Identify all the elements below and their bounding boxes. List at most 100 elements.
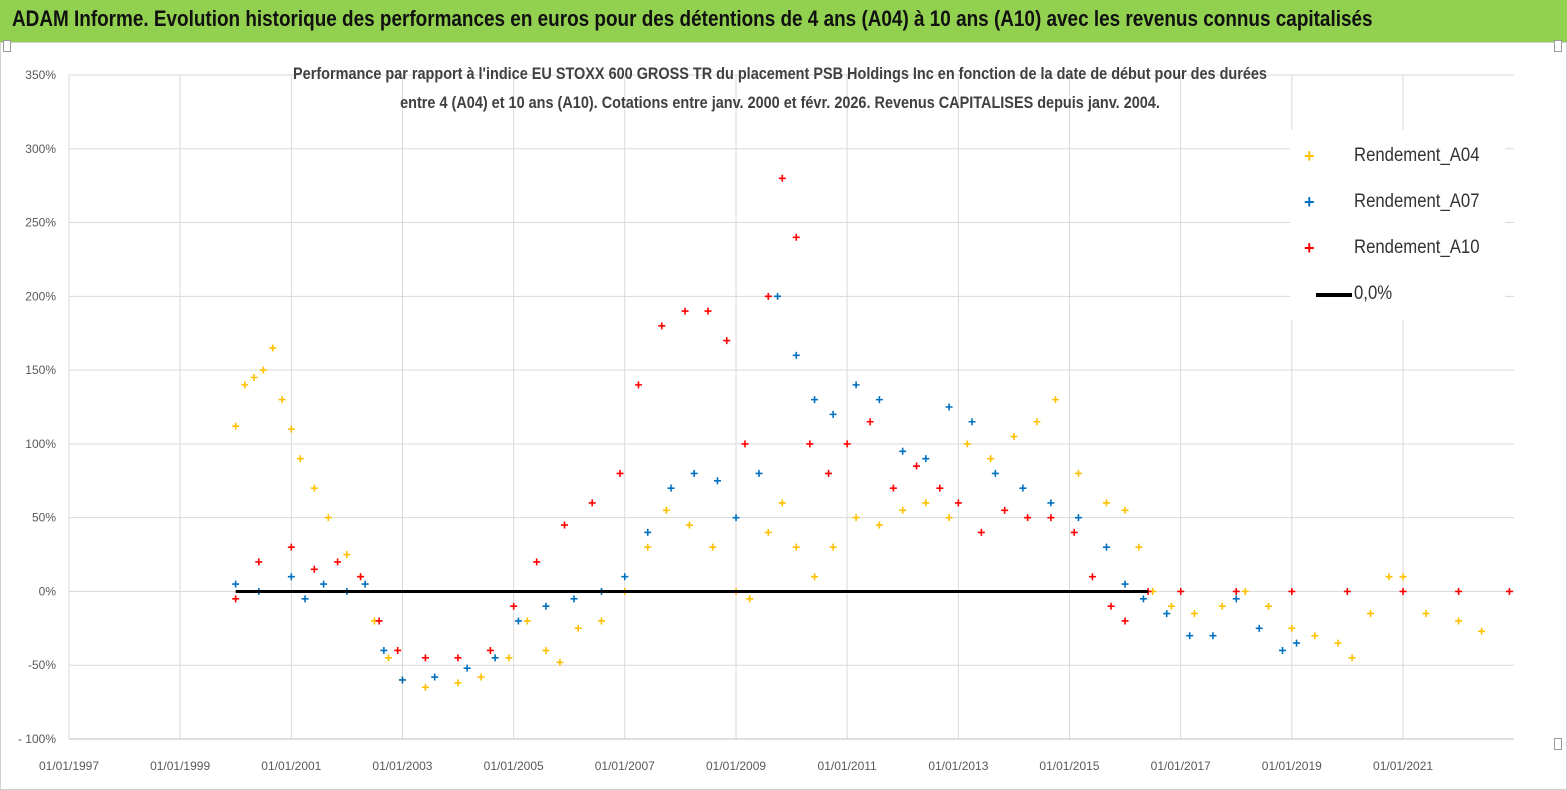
chart-subtitle-line-1: Performance par rapport à l'indice EU ST… [293,64,1267,83]
data-point [811,396,819,404]
data-point [384,654,392,662]
data-point [394,646,402,654]
data-point [1070,528,1078,536]
x-tick-label: 01/01/2001 [261,759,321,773]
data-point [723,337,731,345]
data-point [1121,617,1129,625]
data-point [713,477,721,485]
data-point [792,233,800,241]
chart-resize-handle-top-right[interactable] [1554,40,1562,52]
y-tick-label: 100% [25,437,56,451]
data-point [866,418,874,426]
data-point [523,617,531,625]
chart-resize-handle-top-left[interactable] [3,40,11,52]
data-point [746,595,754,603]
data-point [922,455,930,463]
y-tick-label: 250% [25,216,56,230]
data-point [945,403,953,411]
data-point [811,573,819,581]
x-tick-label: 01/01/2021 [1373,759,1433,773]
data-point [1241,587,1249,595]
data-point [1255,624,1263,632]
y-tick-label: -50% [28,658,56,672]
data-point [320,580,328,588]
data-point [1478,627,1486,635]
data-point [1121,580,1129,588]
y-tick-label: - 100% [18,732,56,746]
chart-resize-handle-bottom-right[interactable] [1554,738,1562,750]
data-point [398,676,406,684]
data-point [1455,587,1463,595]
data-point [255,558,263,566]
data-point [241,381,249,389]
data-point [667,484,675,492]
legend-label-a07: Rendement_A07 [1354,191,1480,212]
legend-item-a07: + Rendement_A07 [1300,188,1500,218]
data-point [454,679,462,687]
data-point [1051,396,1059,404]
data-point [1177,587,1185,595]
data-point [296,455,304,463]
data-point [1366,610,1374,618]
data-point [361,580,369,588]
x-tick-label: 01/01/2009 [706,759,766,773]
chart-subtitle-line-2: entre 4 (A04) et 10 ans (A10). Cotations… [400,93,1160,112]
data-point [357,573,365,581]
data-point [685,521,693,529]
data-point [1010,433,1018,441]
data-point [1399,573,1407,581]
legend-item-a10: + Rendement_A10 [1300,234,1500,264]
y-tick-label: 150% [25,363,56,377]
data-point [477,673,485,681]
plus-marker-icon: + [1304,238,1315,258]
y-tick-label: 0% [39,584,57,598]
data-point [486,646,494,654]
data-point [1135,543,1143,551]
data-point [556,658,564,666]
data-point [1190,610,1198,618]
series-rendement_a07 [232,292,1301,684]
title-banner: ADAM Informe. Evolution historique des p… [0,0,1567,42]
data-point [1265,602,1273,610]
data-point [658,322,666,330]
x-tick-label: 01/01/2015 [1039,759,1099,773]
data-point [945,514,953,522]
x-tick-label: 01/01/2011 [818,759,877,773]
legend-label-zero: 0,0% [1354,283,1393,304]
data-point [1024,514,1032,522]
data-point [1218,602,1226,610]
data-point [1033,418,1041,426]
legend-item-a04: + Rendement_A04 [1300,142,1500,172]
data-point [825,469,833,477]
data-point [741,440,749,448]
data-point [431,673,439,681]
data-point [1047,499,1055,507]
data-point [1343,587,1351,595]
data-point [954,499,962,507]
data-point [533,558,541,566]
data-point [1505,587,1513,595]
data-point [764,292,772,300]
data-point [278,396,286,404]
data-point [1455,617,1463,625]
data-point [704,307,712,315]
data-point [991,469,999,477]
x-tick-label: 01/01/2005 [484,759,544,773]
data-point [1334,639,1342,647]
data-point [1288,624,1296,632]
data-point [732,514,740,522]
data-point [232,422,240,430]
data-point [1102,499,1110,507]
data-point [899,506,907,514]
data-point [875,521,883,529]
data-point [334,558,342,566]
data-point [829,543,837,551]
data-point [1167,602,1175,610]
data-point [843,440,851,448]
data-point [232,595,240,603]
data-point [792,543,800,551]
data-point [616,469,624,477]
data-point [621,573,629,581]
data-point [1074,469,1082,477]
data-point [542,646,550,654]
